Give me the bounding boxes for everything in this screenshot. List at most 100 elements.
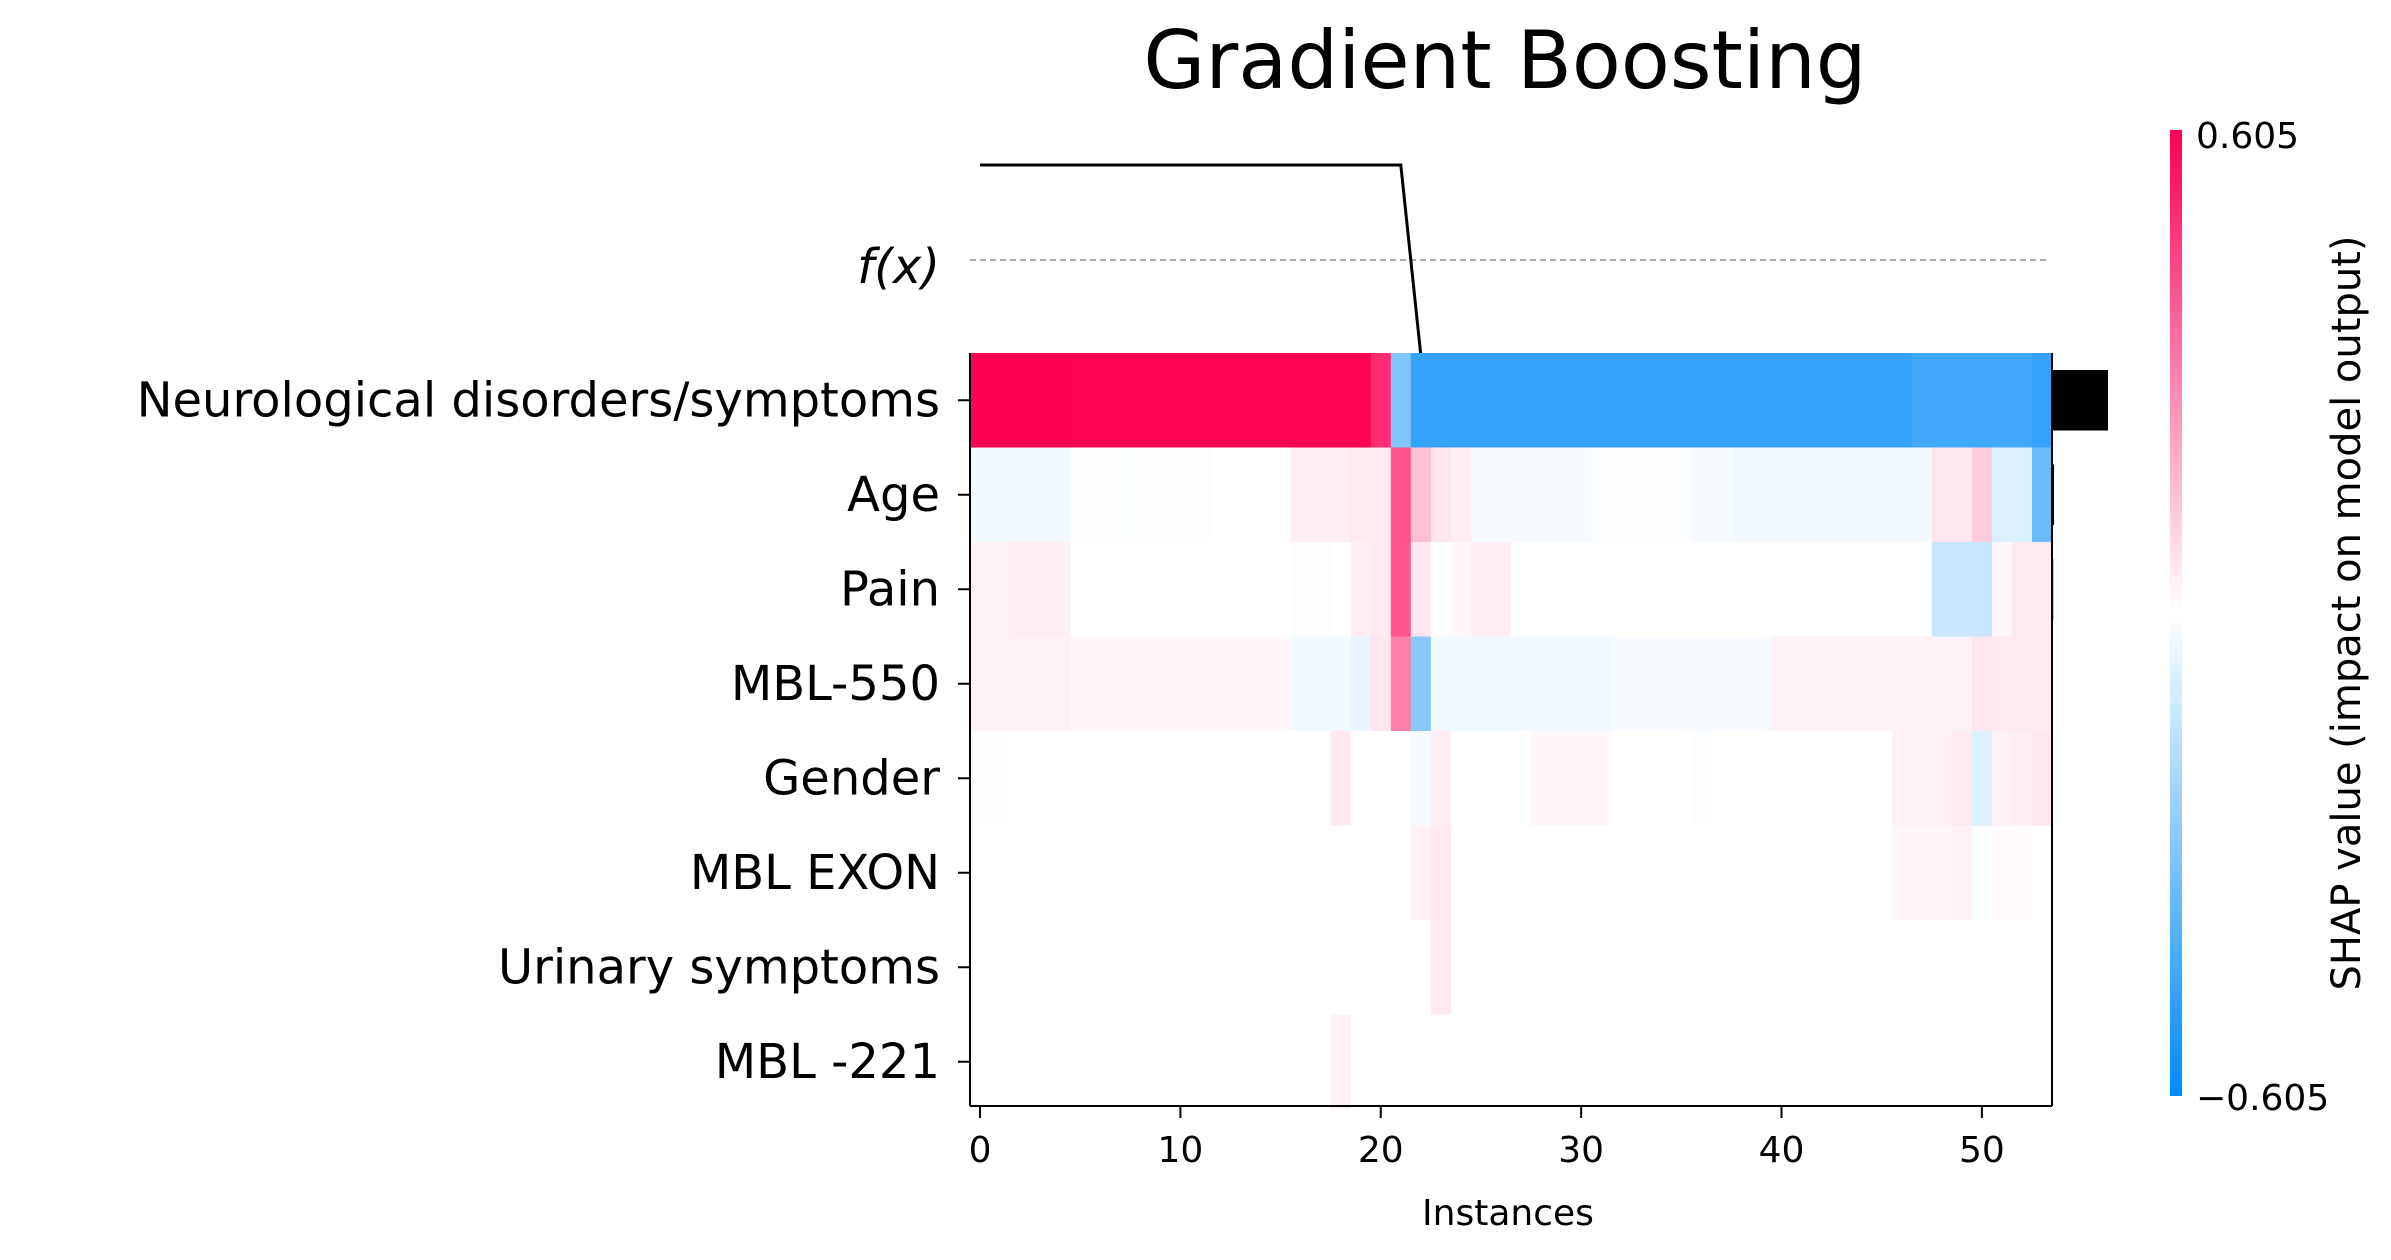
heatmap-cell [1751,447,1773,543]
heatmap-cell [1350,447,1372,543]
x-tick-label: 50 [1959,1130,2005,1171]
heatmap-cell [1170,731,1192,827]
heatmap-cell [1531,825,1552,921]
heatmap-cell [1531,1014,1552,1110]
heatmap-cell [1791,1014,1813,1110]
heatmap-cell [2031,731,2053,827]
feature-label: Gender [763,750,940,806]
heatmap-cell [1030,731,1051,827]
heatmap-cell [2011,353,2033,449]
heatmap-cell [1671,731,1692,827]
heatmap-cell [1631,353,1652,449]
heatmap-cell [1771,447,1793,543]
heatmap-cell [2011,542,2033,638]
heatmap-cell [1791,636,1813,732]
heatmap-cell [1631,636,1652,732]
heatmap-cell [1270,1014,1292,1110]
heatmap-cell [1230,636,1252,732]
heatmap-cell [1490,542,1512,638]
heatmap-cell [1891,1014,1913,1110]
heatmap-cell [1450,825,1472,921]
heatmap-cell [970,920,991,1016]
heatmap-cell [1691,542,1712,638]
heatmap-cell [990,825,1011,921]
heatmap-cell [1230,447,1252,543]
heatmap-cell [1591,353,1612,449]
heatmap-cell [970,731,991,827]
colorbar-max-label: 0.605 [2196,116,2299,157]
heatmap-cell [1130,1014,1151,1110]
heatmap-cell [1470,920,1492,1016]
heatmap-cell [1370,636,1392,732]
heatmap-cell [1130,920,1151,1016]
heatmap-cell [2011,920,2033,1016]
heatmap-cell [1811,731,1833,827]
heatmap-cell [990,542,1011,638]
heatmap-cell [1771,920,1793,1016]
heatmap-cell [1450,353,1472,449]
heatmap-cell [1490,920,1512,1016]
heatmap-cell [1551,1014,1572,1110]
heatmap-cell [1270,353,1292,449]
heatmap-cell [1631,1014,1652,1110]
heatmap-cell [1811,1014,1833,1110]
heatmap-cell [1390,920,1412,1016]
heatmap-cell [1511,542,1532,638]
heatmap-cell [1911,825,1933,921]
heatmap-cell [1651,1014,1672,1110]
heatmap-cell [1971,1014,1993,1110]
heatmap-cell [1090,636,1111,732]
heatmap-cell [1490,825,1512,921]
heatmap-cell [1531,636,1552,732]
heatmap-cell [1911,353,1933,449]
heatmap-cell [1991,447,2013,543]
heatmap-cell [1791,825,1813,921]
heatmap-cell [1711,920,1733,1016]
heatmap-cell [1370,542,1392,638]
heatmap-cell [1811,636,1833,732]
heatmap-cell [1250,825,1272,921]
heatmap-cell [1270,731,1292,827]
heatmap-cell [1010,447,1031,543]
heatmap-cell [1210,353,1232,449]
heatmap-cell [1170,636,1192,732]
heatmap-cell [1270,636,1292,732]
heatmap-cell [1511,636,1532,732]
heatmap-cell [1631,447,1652,543]
heatmap-cell [1370,825,1392,921]
heatmap-cell [1310,542,1332,638]
heatmap-cell [1591,920,1612,1016]
heatmap-cell [1450,731,1472,827]
heatmap-cell [1891,636,1913,732]
heatmap-cell [1791,542,1813,638]
heatmap-cell [1951,1014,1973,1110]
heatmap-cell [1691,447,1712,543]
heatmap-cell [1270,447,1292,543]
heatmap-cell [1310,920,1332,1016]
heatmap-cell [1290,920,1312,1016]
heatmap-cell [1831,1014,1853,1110]
heatmap-cell [1631,731,1652,827]
heatmap-cell [1470,825,1492,921]
heatmap-cell [1871,920,1893,1016]
heatmap-cell [1490,1014,1512,1110]
heatmap-cell [1110,636,1131,732]
heatmap-cell [1350,542,1372,638]
heatmap-cell [1390,731,1412,827]
heatmap-cell [1030,447,1051,543]
heatmap-cell [1951,447,1973,543]
heatmap-cell [1110,920,1131,1016]
heatmap-cell [1931,731,1953,827]
heatmap-cell [1230,353,1252,449]
heatmap-cell [1651,731,1672,827]
heatmap-cell [1751,636,1773,732]
heatmap-cell [1150,1014,1171,1110]
heatmap-cell [1210,920,1232,1016]
heatmap-cell [1931,636,1953,732]
heatmap-cell [1931,353,1953,449]
heatmap-cell [1711,636,1733,732]
heatmap-cell [1130,353,1151,449]
colorbar-gradient [2170,130,2182,1096]
heatmap-cell [1711,353,1733,449]
